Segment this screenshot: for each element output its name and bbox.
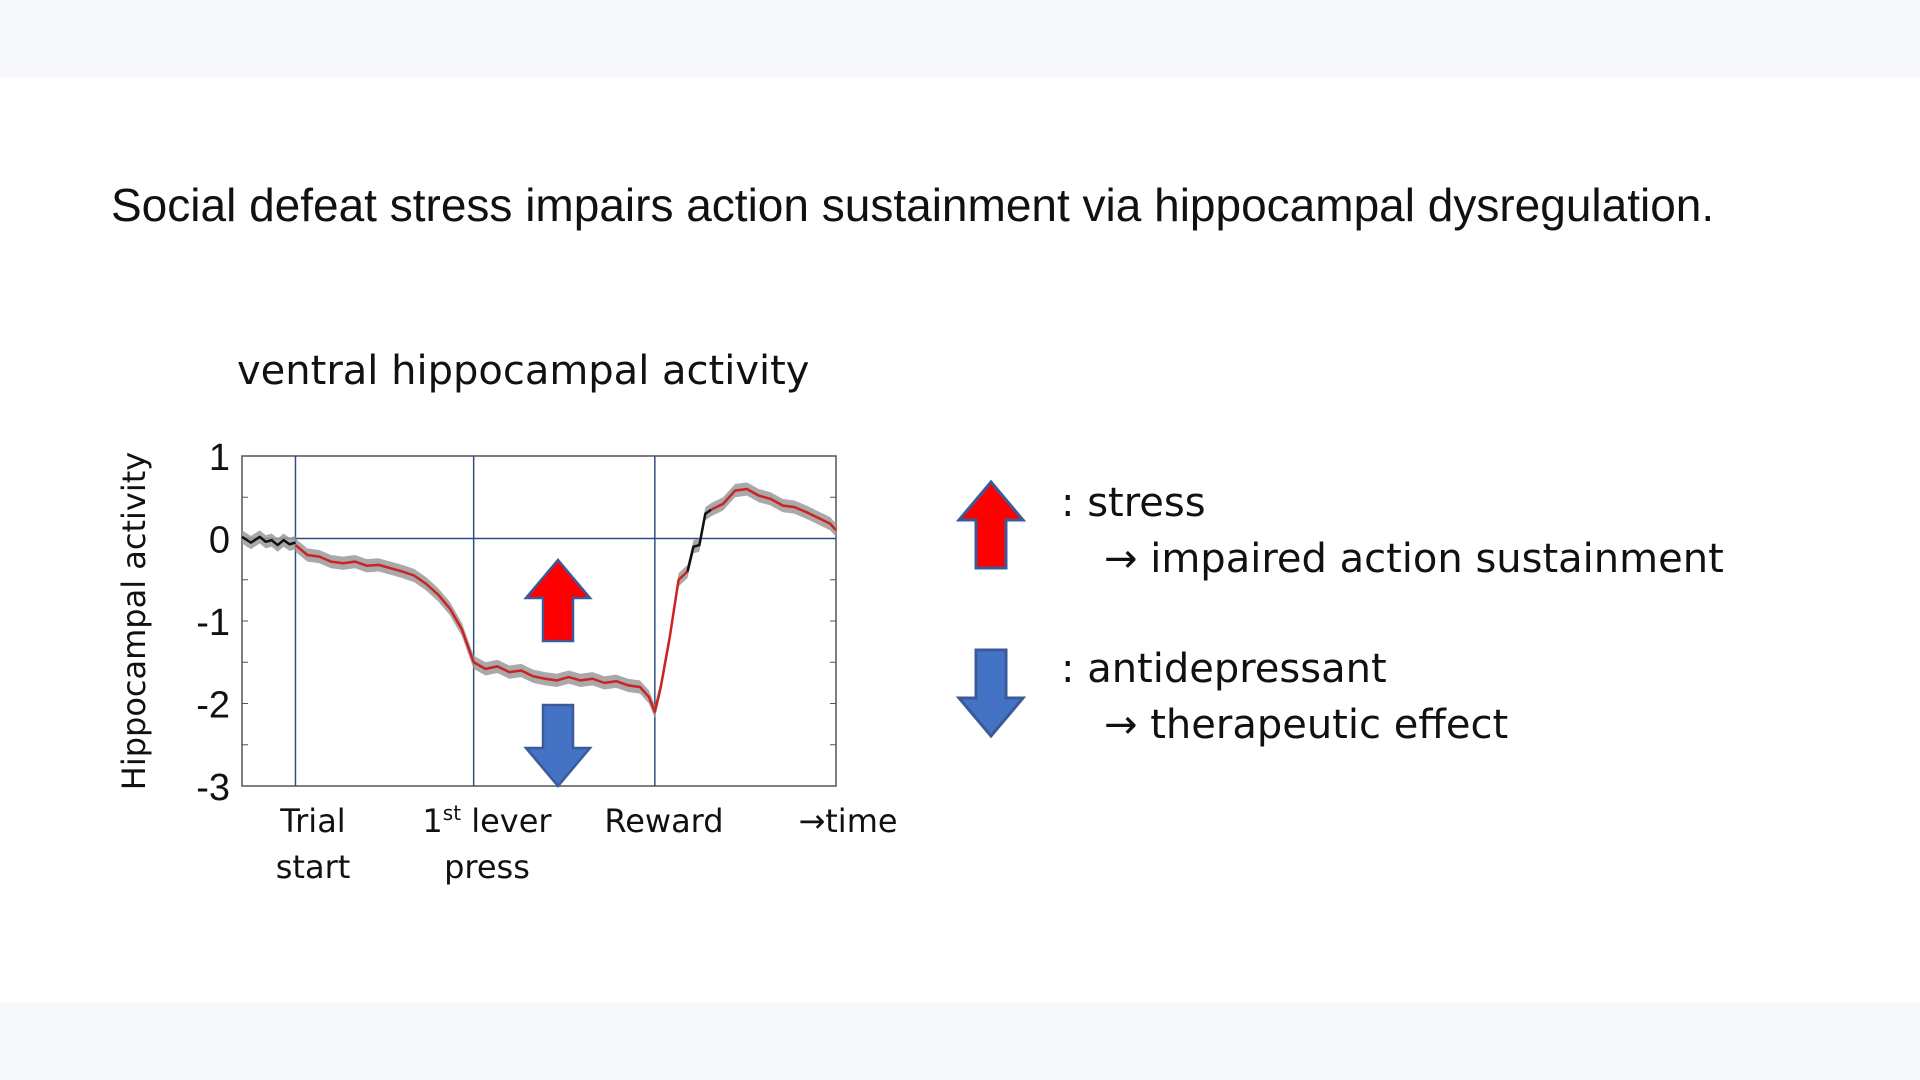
- legend-sub-antidepressant: → therapeutic effect: [1104, 702, 1509, 748]
- y-tick-label: -1: [196, 602, 230, 644]
- down-arrow-icon: [956, 648, 1026, 738]
- trace-segment-2: [686, 508, 712, 572]
- slide-canvas: Social defeat stress impairs action sust…: [0, 78, 1920, 1002]
- x-label-line1: →time: [798, 802, 897, 840]
- x-label-line2: start: [276, 848, 351, 886]
- legend-label-stress: : stress: [1061, 480, 1206, 526]
- y-tick-label: 0: [209, 520, 230, 562]
- trace-segment-3: [710, 487, 837, 532]
- x-label-line1: 1st lever: [422, 801, 552, 840]
- y-axis-label: Hippocampal activity: [115, 452, 153, 790]
- legend-label-antidepressant: : antidepressant: [1061, 646, 1387, 692]
- plot-frame: [241, 455, 837, 787]
- y-tick-label: -3: [196, 767, 230, 809]
- up-arrow-icon: [523, 558, 593, 643]
- slide-headline: Social defeat stress impairs action sust…: [111, 179, 1715, 231]
- x-label-line1: Reward: [604, 802, 723, 840]
- error-band: [242, 482, 836, 719]
- trace-segment-0: [241, 535, 296, 547]
- trace-segment-1: [294, 544, 689, 713]
- y-tick-label: -2: [196, 685, 230, 727]
- chart-title: ventral hippocampal activity: [237, 348, 810, 394]
- y-tick-label: 1: [209, 437, 230, 479]
- x-label-line2: press: [444, 848, 530, 886]
- up-arrow-icon: [956, 480, 1026, 570]
- legend-sub-stress: → impaired action sustainment: [1104, 536, 1724, 582]
- down-arrow-icon: [523, 703, 593, 788]
- x-label-line1: Trial: [279, 802, 345, 840]
